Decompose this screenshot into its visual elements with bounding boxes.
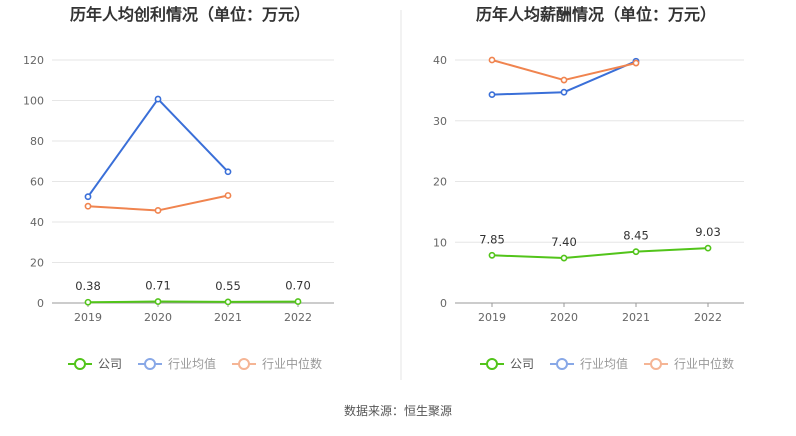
legend-marker xyxy=(144,358,156,370)
chart-panel-salary: 历年人均薪酬情况（单位：万元） 0 10 20 30 40 2019 2020 2021 202… xyxy=(433,5,744,371)
legend-item-avg[interactable]: 行业均值 xyxy=(550,356,628,371)
data-point-company xyxy=(154,298,162,305)
legend-label: 行业中位数 xyxy=(674,356,734,371)
legend-marker xyxy=(74,358,86,370)
legend-label: 公司 xyxy=(98,357,122,371)
x-tick-label: 2019 xyxy=(478,311,506,324)
data-point-median xyxy=(560,76,568,84)
data-point-company xyxy=(84,298,92,306)
data-label-company: 8.45 xyxy=(623,229,649,243)
data-point-median xyxy=(154,207,162,214)
data-point-company xyxy=(632,248,640,256)
chart-panel-profit: 历年人均创利情况（单位：万元） 0 20 40 60 80 100 120 2019 2020 2… xyxy=(23,5,334,371)
data-label-company: 7.85 xyxy=(479,232,505,246)
data-label-company: 0.70 xyxy=(285,279,311,293)
data-point-company xyxy=(560,254,568,262)
legend-label: 公司 xyxy=(510,357,534,371)
y-tick-label: 40 xyxy=(433,54,447,67)
legend-item-avg[interactable]: 行业均值 xyxy=(138,356,216,371)
legend-marker xyxy=(486,358,498,370)
chart-title-salary: 历年人均薪酬情况（单位：万元） xyxy=(476,5,716,24)
data-label-company: 0.38 xyxy=(75,279,101,293)
legend-label: 行业中位数 xyxy=(262,356,322,371)
chart-title-profit: 历年人均创利情况（单位：万元） xyxy=(70,5,310,24)
y-tick-label: 120 xyxy=(23,54,44,67)
x-tick-label: 2021 xyxy=(622,311,650,324)
data-point-median xyxy=(488,56,496,64)
x-tick-label: 2020 xyxy=(144,311,172,324)
legend-marker xyxy=(650,358,662,370)
y-tick-label: 0 xyxy=(37,297,44,310)
data-label-company: 0.55 xyxy=(215,279,241,293)
y-tick-label: 0 xyxy=(440,297,447,310)
data-source: 数据来源：恒生聚源 xyxy=(344,403,452,418)
legend-label: 行业均值 xyxy=(168,356,216,371)
data-point-avg xyxy=(84,193,92,201)
x-tick-label: 2019 xyxy=(74,311,102,324)
data-point-avg xyxy=(224,168,232,176)
data-point-median xyxy=(224,192,232,199)
legend-item-median[interactable]: 行业中位数 xyxy=(232,356,322,371)
data-point-company xyxy=(294,298,302,305)
data-point-avg xyxy=(560,88,568,96)
data-label-company: 0.71 xyxy=(145,279,171,293)
series-line-avg xyxy=(87,98,229,198)
y-tick-label: 40 xyxy=(30,216,44,229)
data-label-company: 7.40 xyxy=(551,235,577,249)
series-line-company xyxy=(491,247,709,260)
y-tick-label: 60 xyxy=(30,176,44,189)
x-tick-label: 2022 xyxy=(284,311,312,324)
y-tick-label: 20 xyxy=(30,257,44,270)
series-line-company xyxy=(87,300,299,304)
x-tick-label: 2020 xyxy=(550,311,578,324)
data-point-company xyxy=(488,251,496,259)
legend-item-company[interactable]: 公司 xyxy=(480,357,534,371)
legend-item-median[interactable]: 行业中位数 xyxy=(644,356,734,371)
data-point-company xyxy=(704,244,712,252)
legend-item-company[interactable]: 公司 xyxy=(68,357,122,371)
legend-marker xyxy=(238,358,250,370)
x-tick-label: 2021 xyxy=(214,311,242,324)
data-label-company: 9.03 xyxy=(695,225,721,239)
x-tick-label: 2022 xyxy=(694,311,722,324)
legend-marker xyxy=(556,358,568,370)
y-tick-label: 10 xyxy=(433,236,447,249)
legend-label: 行业均值 xyxy=(580,356,628,371)
data-point-median xyxy=(84,202,92,210)
data-point-avg xyxy=(154,95,162,103)
y-tick-label: 100 xyxy=(23,95,44,108)
data-point-avg xyxy=(488,91,496,99)
y-tick-label: 20 xyxy=(433,176,447,189)
y-tick-label: 30 xyxy=(433,115,447,128)
data-point-company xyxy=(224,298,232,306)
y-tick-label: 80 xyxy=(30,135,44,148)
data-point-median xyxy=(632,59,640,67)
